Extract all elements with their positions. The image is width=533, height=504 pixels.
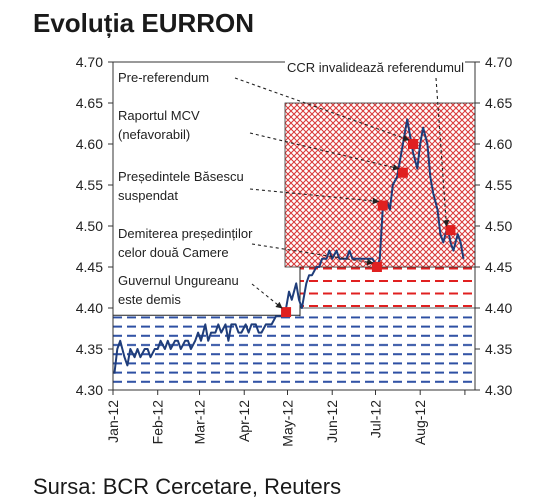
annotation-label: Guvernul Ungureanu [118,273,239,288]
band-divider [113,267,301,317]
event-marker [371,262,382,272]
y-tick-label-right: 4.55 [485,177,512,193]
x-tick-label: May-12 [280,400,296,447]
y-tick-label-right: 4.35 [485,341,512,357]
y-tick-label-right: 4.70 [485,54,512,70]
annotation-label: suspendat [118,188,178,203]
y-tick-label-right: 4.45 [485,259,512,275]
band-red-dashed [299,266,476,309]
x-tick-label: Jan-12 [105,400,121,443]
y-tick-label-left: 4.40 [76,300,103,316]
event-marker [281,307,292,318]
annotation-arrow [249,132,400,171]
marker-layer [281,139,456,318]
eurron-series-line [113,118,465,374]
x-tick-label: Mar-12 [192,400,208,445]
annotation-arrow [251,283,283,309]
band-blue-dashed [113,316,475,390]
y-tick-label-right: 4.65 [485,95,512,111]
annotation-label: Raportul MCV [118,108,200,123]
x-tick-label: Feb-12 [150,400,166,445]
annotation-backdrop [285,58,465,76]
chart-title: Evoluția EURRON [33,8,255,38]
annotation-label: (nefavorabil) [118,127,190,142]
annotation-label: celor două Camere [118,245,229,260]
y-tick-label-left: 4.30 [76,382,103,398]
source-note: Sursa: BCR Cercetare, Reuters [33,474,342,499]
series-layer [113,118,465,374]
y-tick-label-left: 4.50 [76,218,103,234]
annotation-label: CCR invalidează referendumul [287,60,464,75]
y-tick-label-right: 4.50 [485,218,512,234]
x-tick-label: Aug-12 [412,400,428,445]
annotation-arrow [251,243,374,266]
tick-layer: 4.30 4.30 4.35 4.35 4.40 4.40 4.45 4.45 4.50 4.50… [76,54,513,447]
y-tick-label-left: 4.35 [76,341,103,357]
annotation-arrow [234,77,410,142]
x-tick-label: Jul-12 [367,400,383,438]
y-tick-label-left: 4.65 [76,95,103,111]
y-tick-label-right: 4.60 [485,136,512,152]
y-tick-label-left: 4.55 [76,177,103,193]
annotation-label: Demiterea președinților [118,226,253,241]
annotation-layer: Pre-referendum Raportul MCV (nefavorabil) P… [118,58,465,309]
event-marker [377,200,388,211]
y-tick-label-left: 4.60 [76,136,103,152]
annotation-arrow [435,77,450,227]
y-tick-label-right: 4.30 [485,382,512,398]
x-tick-label: Apr-12 [236,400,252,442]
event-marker [407,139,418,149]
event-marker [445,225,456,236]
event-marker [397,167,408,178]
annotation-label: este demis [118,292,181,307]
y-tick-label-left: 4.70 [76,54,103,70]
y-tick-label-left: 4.45 [76,259,103,275]
annotation-label: Pre-referendum [118,70,209,85]
x-tick-label: Jun-12 [324,400,340,443]
annotation-label: Președintele Băsescu [118,169,244,184]
y-tick-label-right: 4.40 [485,300,512,316]
